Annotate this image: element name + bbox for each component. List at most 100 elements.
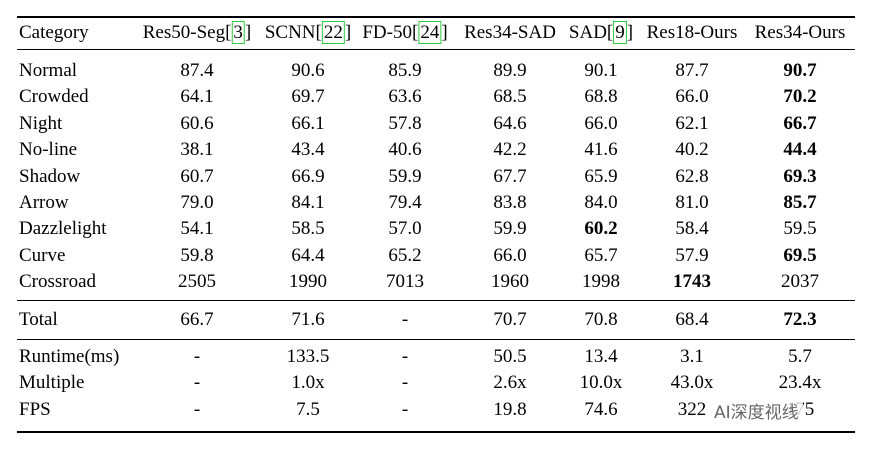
row-label: Shadow bbox=[19, 165, 81, 187]
table-cell: 89.9 bbox=[493, 60, 527, 81]
section-rule bbox=[17, 300, 855, 301]
table-cell: 57.0 bbox=[388, 218, 422, 240]
table-cell: 70.2 bbox=[783, 86, 817, 108]
header-cell: FD-50[24] bbox=[362, 21, 448, 44]
table-cell: - bbox=[401, 372, 409, 394]
table-cell: 59.9 bbox=[388, 165, 422, 187]
table-cell: 90.7 bbox=[783, 60, 817, 81]
table-cell: 13.4 bbox=[584, 346, 618, 367]
table-cell: 50.5 bbox=[493, 346, 527, 367]
table-cell: 84.1 bbox=[291, 192, 325, 213]
table-cell: 41.6 bbox=[584, 139, 618, 161]
table-cell: 60.2 bbox=[584, 218, 618, 240]
header-name: Category bbox=[19, 22, 89, 43]
table-cell: 133.5 bbox=[286, 346, 330, 367]
row-label: FPS bbox=[19, 398, 51, 420]
row-label: Normal bbox=[19, 60, 78, 81]
table-cell: 66.9 bbox=[291, 165, 325, 187]
table-cell: 59.8 bbox=[180, 244, 214, 266]
row-label: Runtime(ms) bbox=[19, 346, 120, 367]
table-cell: 322 bbox=[677, 398, 707, 420]
table-cell: 71.6 bbox=[291, 309, 325, 330]
table-cell: 64.6 bbox=[493, 112, 527, 134]
table-cell: 2505 bbox=[178, 271, 216, 293]
table-cell: - bbox=[193, 346, 201, 367]
table-cell: 69.7 bbox=[291, 86, 325, 108]
table-cell: 54.1 bbox=[180, 218, 214, 240]
row-label: Night bbox=[19, 112, 63, 134]
table-cell: 66.1 bbox=[291, 112, 325, 134]
table-cell: 69.5 bbox=[783, 244, 817, 266]
row-label: Dazzlelight bbox=[19, 218, 107, 240]
table-cell: 19.8 bbox=[493, 398, 527, 420]
table-cell: 59.9 bbox=[493, 218, 527, 240]
table-cell: 66.7 bbox=[180, 309, 214, 330]
table-cell: 66.7 bbox=[783, 112, 817, 134]
table-cell: 84.0 bbox=[584, 192, 618, 213]
table-cell: 2.6x bbox=[493, 372, 527, 394]
table-cell: 43.4 bbox=[291, 139, 325, 161]
table-cell: 1960 bbox=[491, 271, 529, 293]
table-cell: 62.8 bbox=[675, 165, 709, 187]
row-label: Crossroad bbox=[19, 271, 97, 293]
watermark: AI深度视线 bbox=[710, 398, 803, 423]
table-cell: 90.1 bbox=[584, 60, 618, 81]
table-cell: 42.2 bbox=[493, 139, 527, 161]
table-cell: 87.7 bbox=[675, 60, 709, 81]
table-cell: 7013 bbox=[386, 271, 424, 293]
table-cell: 79.4 bbox=[388, 192, 422, 213]
table-cell: 38.1 bbox=[180, 139, 214, 161]
table-cell: 65.9 bbox=[584, 165, 618, 187]
table-cell: 90.6 bbox=[291, 60, 325, 81]
table-cell: 43.0x bbox=[670, 372, 714, 394]
section-rule bbox=[17, 339, 855, 340]
table-cell: 68.5 bbox=[493, 86, 527, 108]
table-cell: 70.7 bbox=[493, 309, 527, 330]
row-label: Arrow bbox=[19, 192, 69, 213]
table-cell: 85.7 bbox=[783, 192, 817, 213]
table-cell: 60.6 bbox=[180, 112, 214, 134]
table-cell: - bbox=[401, 346, 409, 367]
table-cell: 79.0 bbox=[180, 192, 214, 213]
table-cell: 40.2 bbox=[675, 139, 709, 161]
table-cell: 65.7 bbox=[584, 244, 618, 266]
bottom-rule bbox=[17, 431, 855, 433]
table-cell: 83.8 bbox=[493, 192, 527, 213]
header-cell: Res34-SAD bbox=[464, 22, 556, 44]
header-name: Res34-SAD bbox=[464, 22, 556, 43]
table-cell: 40.6 bbox=[388, 139, 422, 161]
row-label: No-line bbox=[19, 139, 78, 161]
header-name: SCNN bbox=[264, 22, 316, 43]
table-cell: 3.1 bbox=[680, 346, 704, 367]
header-cell: SCNN[22] bbox=[264, 21, 352, 44]
table-cell: 57.9 bbox=[675, 244, 709, 266]
table-cell: 81.0 bbox=[675, 192, 709, 213]
table-cell: 68.4 bbox=[675, 309, 709, 330]
header-name: Res34-Ours bbox=[754, 22, 846, 43]
table-cell: 66.0 bbox=[584, 112, 618, 134]
citation: 24 bbox=[418, 21, 442, 44]
header-cell: Res50-Seg[3] bbox=[142, 21, 252, 44]
table-cell: 57.8 bbox=[388, 112, 422, 134]
table-cell: 87.4 bbox=[180, 60, 214, 81]
table-cell: 85.9 bbox=[388, 60, 422, 81]
table-cell: 23.4x bbox=[778, 372, 822, 394]
table-cell: - bbox=[193, 398, 201, 420]
row-label: Multiple bbox=[19, 372, 85, 394]
header-name: Res18-Ours bbox=[646, 22, 738, 43]
table-cell: 64.1 bbox=[180, 86, 214, 108]
table-cell: 63.6 bbox=[388, 86, 422, 108]
header-cell: Res18-Ours bbox=[647, 22, 738, 44]
top-rule bbox=[17, 16, 855, 18]
table-cell: 66.0 bbox=[675, 86, 709, 108]
header-rule bbox=[17, 49, 855, 50]
table-cell: 66.0 bbox=[493, 244, 527, 266]
table-cell: 1998 bbox=[582, 271, 620, 293]
table-cell: 68.8 bbox=[584, 86, 618, 108]
table-cell: 60.7 bbox=[180, 165, 214, 187]
table-cell: 1743 bbox=[673, 271, 711, 293]
table-cell: 58.5 bbox=[291, 218, 325, 240]
table-cell: 58.4 bbox=[675, 218, 709, 240]
table-cell: 1990 bbox=[289, 271, 327, 293]
